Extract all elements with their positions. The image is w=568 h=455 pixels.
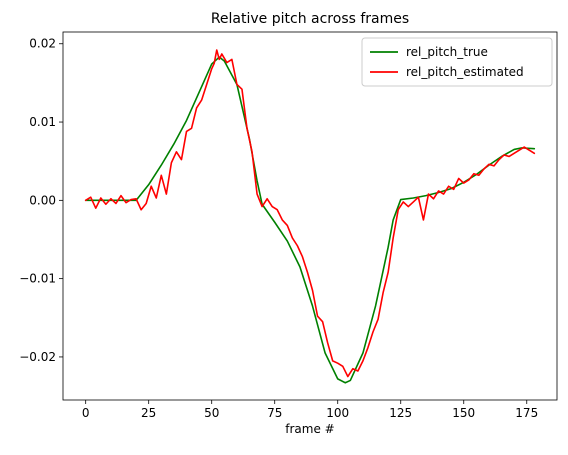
x-tick-label: 50 — [204, 406, 219, 420]
legend-label-true: rel_pitch_true — [406, 45, 488, 59]
y-tick-label: 0.01 — [29, 115, 56, 129]
x-axis: 0 25 50 75 100 125 150 175 — [82, 400, 538, 420]
x-tick-label: 175 — [515, 406, 538, 420]
x-tick-label: 125 — [389, 406, 412, 420]
x-tick-label: 75 — [267, 406, 282, 420]
y-tick-label: 0.00 — [29, 193, 56, 207]
legend: rel_pitch_true rel_pitch_estimated — [361, 37, 553, 87]
x-tick-label: 25 — [141, 406, 156, 420]
plot-frame — [62, 31, 558, 401]
chart-title: Relative pitch across frames — [211, 11, 409, 27]
series-layer — [84, 49, 536, 384]
x-tick-label: 150 — [452, 406, 475, 420]
x-tick-label: 100 — [326, 406, 349, 420]
series-line-estimated — [84, 49, 536, 378]
y-tick-label: −0.02 — [19, 350, 56, 364]
legend-box — [361, 37, 553, 87]
legend-label-estimated: rel_pitch_estimated — [406, 65, 524, 79]
y-axis: −0.02 −0.01 0.00 0.01 0.02 — [19, 37, 63, 364]
x-axis-label: frame # — [285, 422, 334, 436]
x-tick-label: 0 — [82, 406, 90, 420]
y-tick-label: 0.02 — [29, 37, 56, 51]
y-tick-label: −0.01 — [19, 272, 56, 286]
